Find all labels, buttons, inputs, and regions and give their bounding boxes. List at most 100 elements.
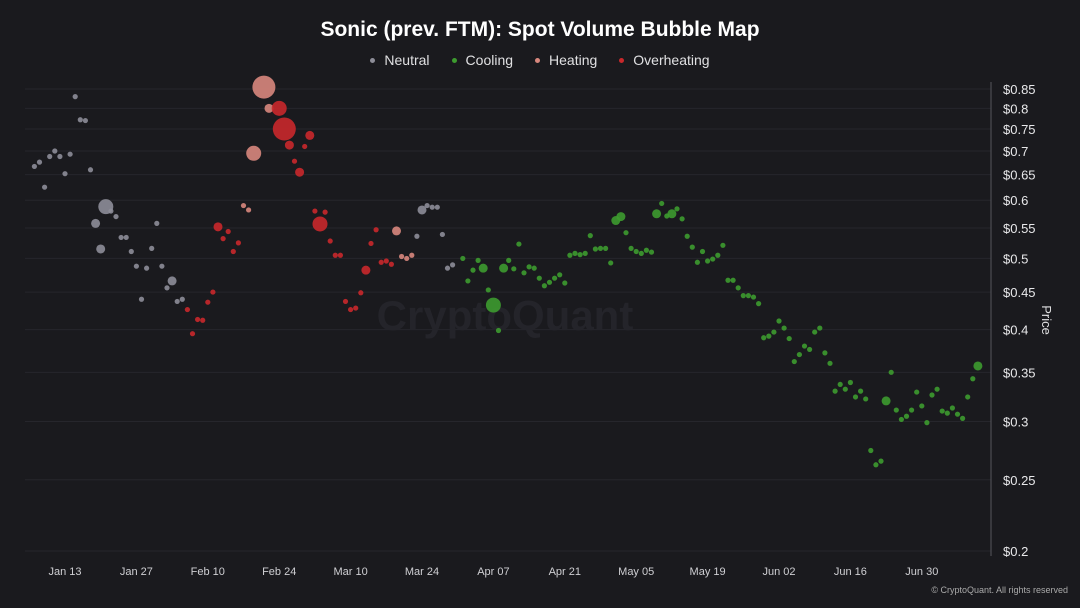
bubble-cooling	[725, 277, 731, 283]
legend-dot-icon	[619, 57, 625, 63]
bubble-heating	[240, 202, 247, 209]
bubble-overheating	[368, 240, 374, 247]
y-tick-label: $0.5	[1003, 251, 1028, 266]
legend-item-cooling[interactable]: Cooling	[451, 52, 513, 68]
bubble-neutral	[42, 184, 48, 190]
bubble-cooling	[832, 388, 838, 394]
bubble-overheating	[383, 258, 389, 264]
bubble-neutral	[57, 153, 63, 160]
bubble-neutral	[179, 296, 185, 302]
bubble-cooling	[485, 297, 501, 313]
bubble-overheating	[291, 158, 298, 164]
bubble-overheating	[312, 216, 328, 232]
bubble-overheating	[210, 289, 216, 295]
bubble-neutral	[164, 285, 170, 291]
bubble-cooling	[735, 285, 741, 291]
bubble-cooling	[939, 408, 945, 414]
bubble-cooling	[679, 216, 685, 222]
bubble-neutral	[96, 244, 106, 254]
bubble-neutral	[149, 245, 155, 251]
y-tick-label: $0.65	[1003, 168, 1036, 183]
bubble-heating	[409, 252, 415, 258]
bubble-cooling	[643, 247, 650, 253]
bubble-cooling	[638, 250, 644, 256]
bubble-cooling	[506, 257, 512, 263]
bubble-cooling	[546, 279, 553, 285]
bubble-cooling	[873, 462, 879, 468]
bubble-cooling	[623, 230, 629, 236]
y-tick-label: $0.7	[1003, 144, 1028, 159]
bubble-cooling	[720, 242, 726, 248]
bubble-cooling	[536, 275, 542, 281]
bubble-cooling	[776, 318, 782, 324]
bubble-cooling	[740, 293, 746, 299]
x-tick-label: Jun 30	[905, 566, 938, 578]
bubble-cooling	[475, 257, 481, 263]
bubble-cooling	[944, 410, 950, 416]
bubble-cooling	[878, 458, 884, 464]
bubble-cooling	[597, 245, 604, 251]
y-tick-label: $0.6	[1003, 193, 1028, 208]
legend-item-neutral[interactable]: Neutral	[370, 52, 430, 68]
bubble-cooling	[730, 277, 736, 283]
bubble-cooling	[934, 386, 940, 392]
bubble-cooling	[817, 325, 823, 331]
y-tick-label: $0.4	[1003, 323, 1028, 338]
bubble-cooling	[710, 256, 716, 262]
bubble-cooling	[909, 407, 915, 413]
bubble-overheating	[213, 222, 223, 232]
grid-lines	[25, 88, 991, 552]
bubble-cooling	[745, 293, 752, 299]
bubble-cooling	[499, 263, 509, 273]
bubble-neutral	[87, 167, 94, 173]
bubble-cooling	[715, 252, 721, 258]
chart-title: Sonic (prev. FTM): Spot Volume Bubble Ma…	[320, 18, 760, 41]
watermark: CryptoQuant	[377, 292, 634, 339]
bubble-cooling	[791, 358, 797, 365]
legend-label: Overheating	[633, 52, 710, 68]
bubble-neutral	[36, 159, 43, 165]
bubble-neutral	[167, 276, 177, 286]
bubble-cooling	[582, 250, 588, 256]
bubble-cooling	[837, 381, 843, 388]
bubble-cooling	[965, 394, 971, 400]
x-tick-label: Mar 10	[333, 566, 367, 578]
legend-label: Neutral	[384, 52, 430, 68]
y-tick-label: $0.3	[1003, 415, 1028, 430]
x-tick-label: Jan 13	[48, 566, 81, 578]
y-tick-label: $0.45	[1003, 285, 1036, 300]
legend-item-heating[interactable]: Heating	[535, 52, 597, 68]
y-tick-label: $0.85	[1003, 82, 1036, 97]
bubble-cooling	[919, 403, 925, 409]
y-tick-label: $0.75	[1003, 122, 1036, 137]
bubble-cooling	[863, 396, 869, 402]
y-tick-label: $0.35	[1003, 365, 1036, 380]
bubble-overheating	[378, 259, 384, 265]
bubble-neutral	[159, 263, 165, 269]
bubble-cooling	[954, 411, 961, 417]
bubble-cooling	[521, 270, 527, 276]
legend-item-overheating[interactable]: Overheating	[619, 52, 710, 68]
bubble-neutral	[62, 171, 68, 177]
bubble-cooling	[847, 379, 854, 386]
bubble-cooling	[531, 265, 537, 271]
bubble-overheating	[322, 209, 328, 215]
bubble-cooling	[868, 447, 874, 454]
bubble-overheating	[235, 240, 241, 246]
y-tick-label: $0.55	[1003, 221, 1036, 236]
bubble-neutral	[77, 117, 83, 123]
bubble-cooling	[858, 388, 864, 394]
bubble-overheating	[358, 290, 364, 296]
bubble-overheating	[284, 140, 294, 150]
bubble-overheating	[225, 228, 231, 235]
bubble-overheating	[200, 317, 206, 323]
bubble-cooling	[914, 389, 920, 395]
bubble-neutral	[133, 263, 139, 269]
bubble-neutral	[108, 208, 114, 214]
bubble-cooling	[903, 413, 910, 419]
bubble-cooling	[761, 335, 767, 341]
bubble-neutral	[424, 202, 430, 209]
bubble-overheating	[373, 227, 379, 233]
bubble-overheating	[353, 305, 359, 311]
